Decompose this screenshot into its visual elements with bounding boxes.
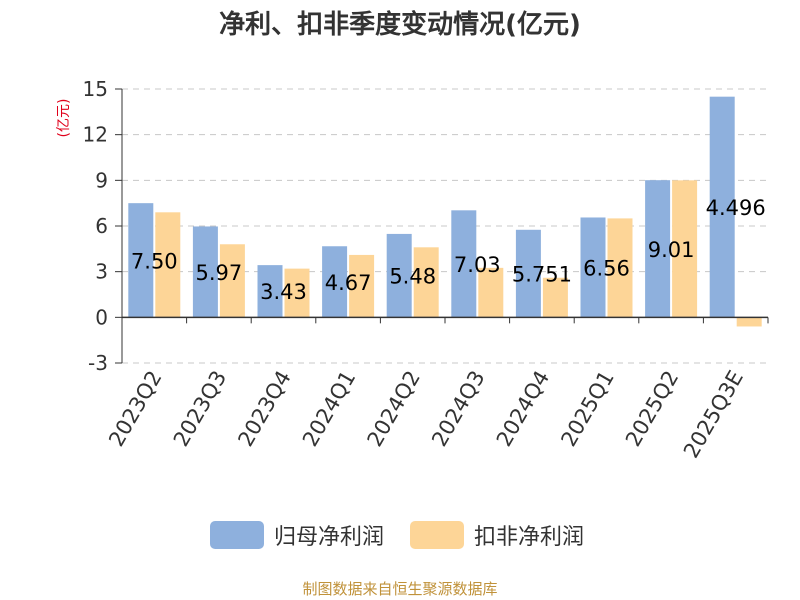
y-tick-label: 6 [95,214,108,238]
bar-net-profit-2024Q2[interactable] [386,233,412,318]
bar-deducted-profit-2025Q1[interactable] [607,218,633,318]
x-tick-label: 2024Q3 [427,367,489,451]
legend-swatch-net-profit[interactable] [210,521,264,549]
x-tick-label: 2024Q1 [298,367,360,451]
bar-net-profit-2025Q2[interactable] [645,180,671,318]
x-tick-label: 2023Q3 [169,367,231,451]
data-label: 4.496 [706,196,766,220]
bar-net-profit-2025Q1[interactable] [580,217,606,318]
bar-deducted-profit-2025Q2[interactable] [672,180,698,318]
data-label: 7.50 [131,249,178,273]
bar-deducted-profit-2024Q4[interactable] [542,277,568,318]
data-label: 9.01 [648,238,695,262]
data-label: 5.751 [512,263,572,287]
data-label: 5.97 [196,261,243,285]
legend-label-net-profit[interactable]: 归母净利润 [274,525,384,550]
bars-group [128,96,762,327]
bar-net-profit-2023Q2[interactable] [128,203,154,318]
y-tick-label: 12 [83,123,108,147]
x-tick-label: 2024Q2 [363,367,425,451]
x-tick-label: 2025Q1 [556,367,618,451]
source-note: 制图数据来自恒生聚源数据库 [302,580,497,598]
legend-swatch-deducted-profit[interactable] [410,521,464,549]
data-label: 5.48 [389,265,436,289]
bar-net-profit-2023Q4[interactable] [257,265,283,318]
x-tick-labels: 2023Q2 2023Q3 2023Q4 2024Q1 2024Q2 2024Q3 2024… [104,367,748,463]
x-tick-label: 2024Q4 [492,367,554,451]
y-tick-label: 0 [95,305,108,329]
x-tick-label: 2025Q3E [679,367,748,463]
data-label: 7.03 [454,253,501,277]
bar-deducted-profit-2024Q2[interactable] [413,247,439,318]
bar-net-profit-2023Q3[interactable] [192,226,218,318]
y-tick-label: 15 [83,77,108,101]
legend[interactable]: 归母净利润 扣非净利润 [210,521,584,550]
data-label: 6.56 [583,256,630,280]
data-label: 4.67 [325,271,372,295]
bar-deducted-profit-2023Q2[interactable] [155,212,181,318]
y-tick-label: 3 [95,260,108,284]
y-tick-label: -3 [88,351,108,375]
bar-net-profit-2024Q4[interactable] [515,229,541,318]
bar-deducted-profit-2024Q3[interactable] [478,267,504,318]
bar-net-profit-2024Q1[interactable] [322,246,348,318]
bar-deducted-profit-2025Q3E[interactable] [736,317,762,327]
bar-net-profit-2025Q3E[interactable] [709,96,735,318]
bar-deducted-profit-2024Q1[interactable] [349,254,375,318]
y-tick-labels: -3 0 3 6 9 12 15 [83,77,108,375]
legend-label-deducted-profit[interactable]: 扣非净利润 [474,525,584,550]
chart-title: 净利、扣非季度变动情况(亿元) [219,9,581,40]
x-tick-label: 2023Q4 [233,367,295,451]
data-label: 3.43 [260,280,307,304]
y-axis-label: (亿元) [56,99,72,138]
bar-deducted-profit-2023Q4[interactable] [284,268,310,318]
axes [115,88,769,364]
y-tick-label: 9 [95,168,108,192]
x-tick-label: 2023Q2 [104,367,166,451]
bar-net-profit-2024Q3[interactable] [451,210,477,318]
x-tick-label: 2025Q2 [621,367,683,451]
data-labels: 7.50 5.97 3.43 4.67 5.48 7.03 5.751 6.56 9.01 4.4… [131,196,766,304]
bar-deducted-profit-2023Q3[interactable] [219,244,245,318]
